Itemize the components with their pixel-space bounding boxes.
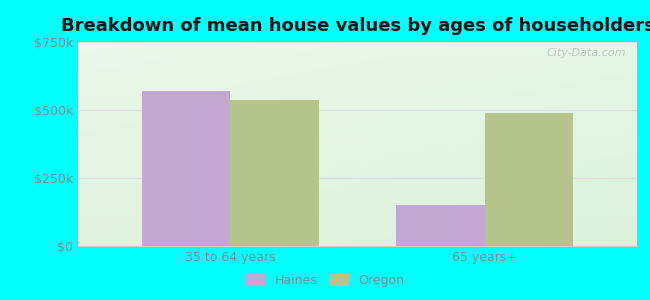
Legend: Haines, Oregon: Haines, Oregon bbox=[242, 270, 408, 291]
Bar bbox=[484, 113, 573, 246]
Bar bbox=[396, 205, 484, 246]
Text: City-Data.com: City-Data.com bbox=[546, 48, 626, 58]
Title: Breakdown of mean house values by ages of householders: Breakdown of mean house values by ages o… bbox=[60, 17, 650, 35]
Bar bbox=[142, 91, 231, 246]
Bar bbox=[231, 100, 319, 246]
